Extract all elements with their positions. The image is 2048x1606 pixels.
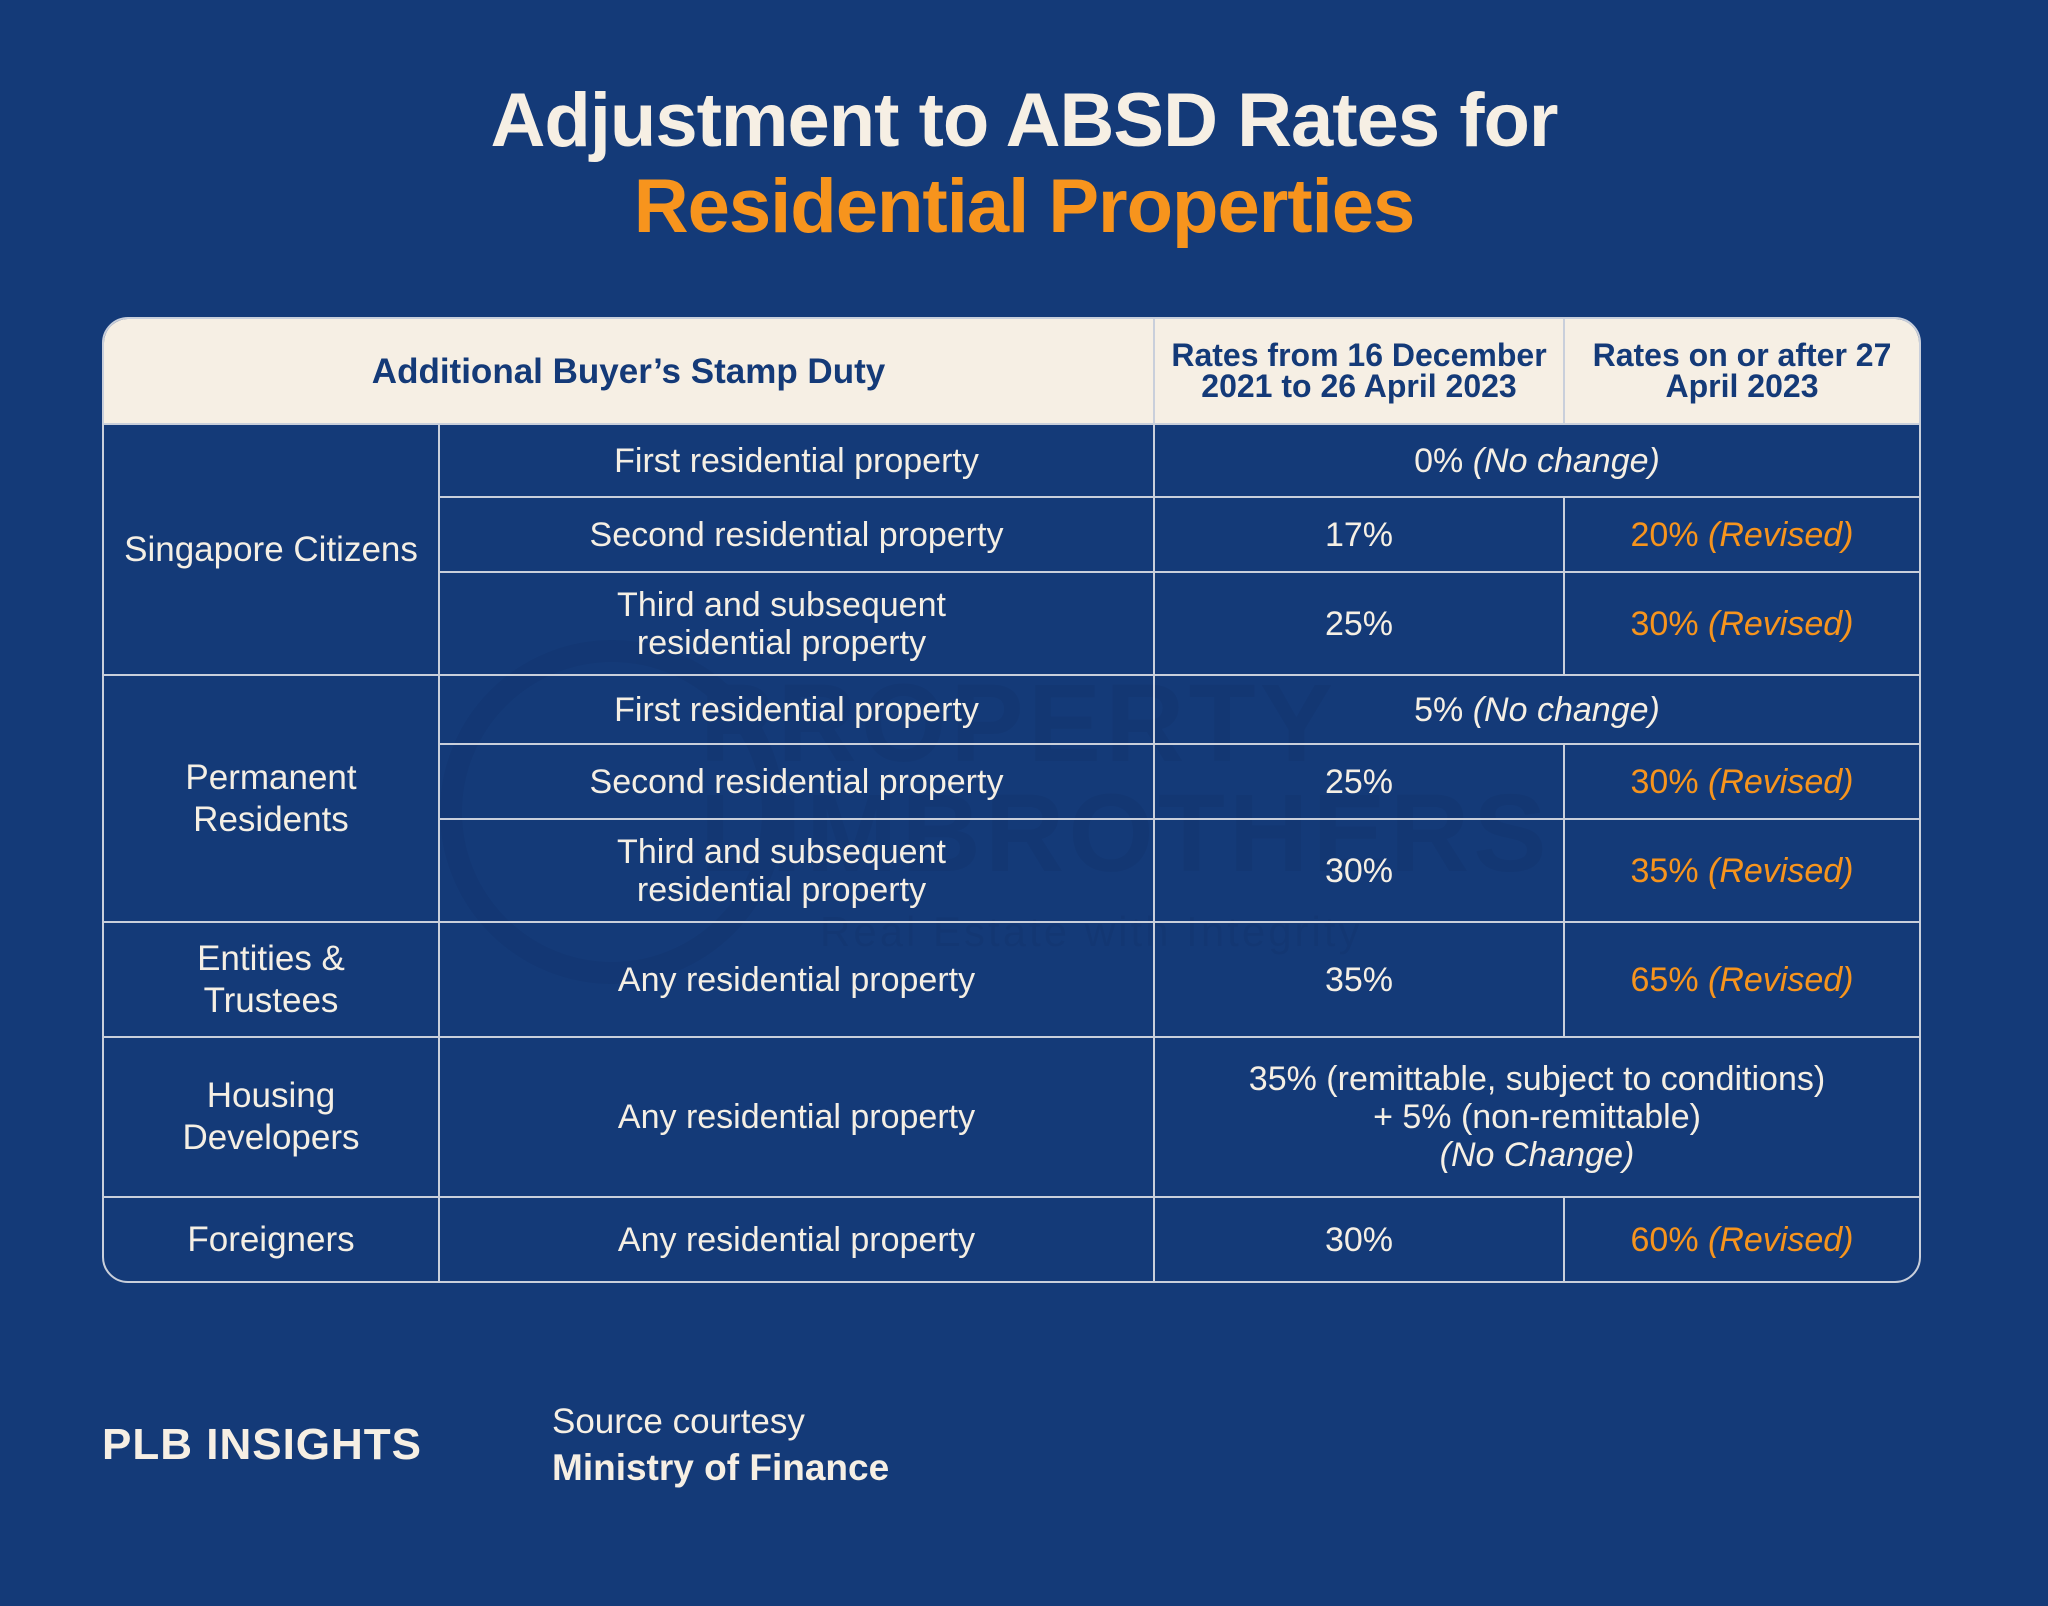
group-permanent-residents: Permanent Residents [104, 674, 440, 923]
table-row: Third and subsequent residential propert… [104, 818, 1919, 923]
table-row: Permanent Residents First residential pr… [104, 674, 1919, 923]
plb-insights-logo: PLB INSIGHTS [102, 1420, 423, 1469]
header-old-rates: Rates from 16 December 2021 to 26 April … [1153, 319, 1565, 425]
table-row: Foreigners Any residential property 30% … [104, 1196, 1919, 1281]
group-entities-trustees: Entities & Trustees [104, 921, 440, 1038]
rate-new: 20% (Revised) [1563, 496, 1919, 573]
rate-old: 25% [1153, 571, 1565, 676]
rate-old: 25% [1153, 743, 1565, 820]
source-name: Ministry of Finance [552, 1447, 890, 1488]
table-row: Second residential property 17% 20% (Rev… [104, 496, 1919, 573]
property-cell: Second residential property [439, 743, 1155, 820]
header-absd: Additional Buyer’s Stamp Duty [104, 319, 1155, 425]
property-cell: First residential property [438, 674, 1155, 745]
rate-old: 30% [1153, 818, 1565, 923]
rate-old: 30% [1153, 1196, 1565, 1281]
rate-new: 60% (Revised) [1563, 1196, 1919, 1281]
rate-new: 30% (Revised) [1563, 743, 1919, 820]
source-credit: Source courtesy Ministry of Finance [552, 1400, 889, 1492]
title-line-2: Residential Properties [633, 164, 1416, 249]
property-cell: Third and subsequent residential propert… [439, 818, 1155, 923]
header-new-rates: Rates on or after 27 April 2023 [1563, 319, 1919, 425]
title-line-1: Adjustment to ABSD Rates for [490, 78, 1558, 163]
rate-combined: 0% (No change) [1153, 423, 1919, 498]
property-cell: Any residential property [438, 1036, 1155, 1198]
rate-combined: 35% (remittable, subject to conditions) … [1153, 1036, 1919, 1198]
group-singapore-citizens: Singapore Citizens [104, 423, 440, 676]
property-cell: Second residential property [439, 496, 1155, 573]
rate-new: 35% (Revised) [1563, 818, 1919, 923]
table-header-row: Additional Buyer’s Stamp Duty Rates from… [104, 319, 1919, 425]
group-foreigners: Foreigners [104, 1196, 440, 1281]
table-row: Singapore Citizens First residential pro… [104, 423, 1919, 676]
table-row: Second residential property 25% 30% (Rev… [104, 743, 1919, 820]
table-row: Housing Developers Any residential prope… [104, 1036, 1919, 1198]
absd-table: Additional Buyer’s Stamp Duty Rates from… [102, 317, 1921, 1283]
page-title: Adjustment to ABSD Rates for Residential… [0, 78, 2048, 250]
rate-combined: 5% (No change) [1153, 674, 1919, 745]
table-row: Third and subsequent residential propert… [104, 571, 1919, 676]
property-cell: Any residential property [438, 1196, 1155, 1281]
rate-new: 30% (Revised) [1563, 571, 1919, 676]
rate-old: 17% [1153, 496, 1565, 573]
property-cell: First residential property [438, 423, 1155, 498]
group-housing-developers: Housing Developers [104, 1036, 440, 1198]
property-cell: Third and subsequent residential propert… [439, 571, 1155, 676]
table-row: Entities & Trustees Any residential prop… [104, 921, 1919, 1038]
rate-old: 35% [1153, 921, 1565, 1038]
property-cell: Any residential property [438, 921, 1155, 1038]
rate-new: 65% (Revised) [1563, 921, 1919, 1038]
source-label: Source courtesy [552, 1402, 805, 1441]
